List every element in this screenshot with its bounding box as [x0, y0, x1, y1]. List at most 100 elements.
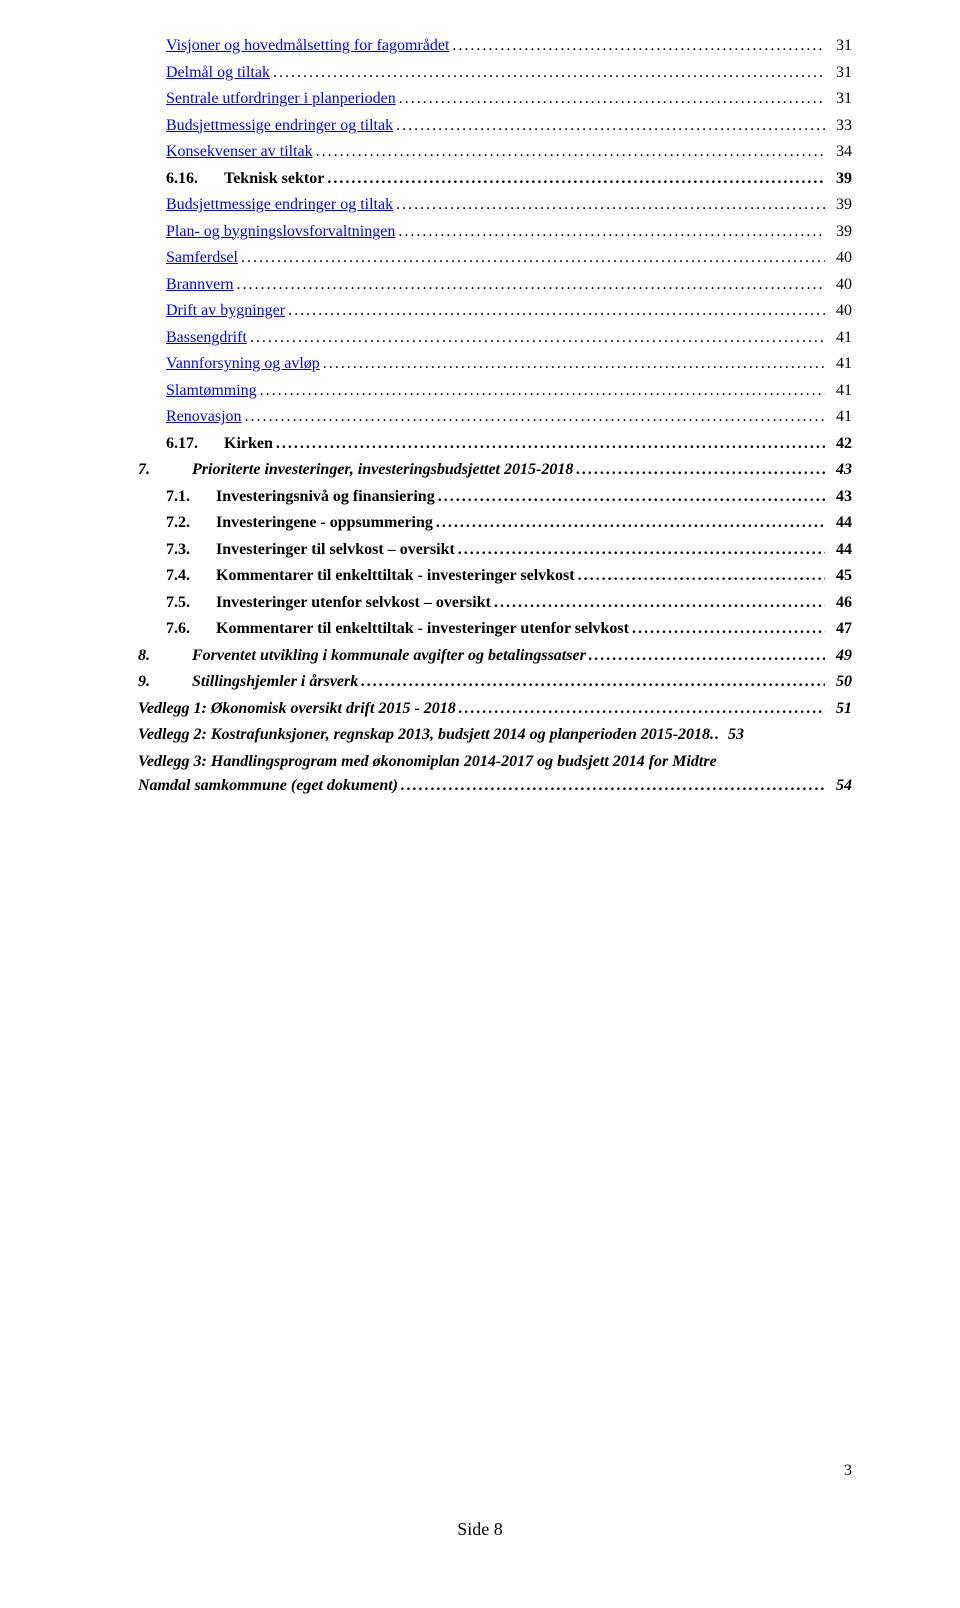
toc-leader: [589, 644, 825, 660]
toc-entry[interactable]: Plan- og bygningslovsforvaltningen 39: [138, 220, 852, 244]
toc-leader: [245, 405, 825, 421]
toc-entry[interactable]: Slamtømming 41: [138, 379, 852, 403]
toc-entry-text: 7.1.Investeringsnivå og finansiering: [166, 485, 435, 509]
toc-entry-text: Vedlegg 2: Kostrafunksjoner, regnskap 20…: [138, 723, 710, 747]
toc-entry-text: 7.4.Kommentarer til enkelttiltak - inves…: [166, 564, 575, 588]
toc-entry-text: 9.Stillingshjemler i årsverk: [138, 670, 358, 694]
toc-leader: [578, 564, 825, 580]
toc-page-number: 42: [828, 432, 852, 456]
toc-leader: [241, 246, 825, 262]
toc-entry[interactable]: Konsekvenser av tiltak 34: [138, 140, 852, 164]
toc-leader: [327, 167, 825, 183]
toc-entry-text: 8.Forventet utvikling i kommunale avgift…: [138, 644, 586, 668]
toc-entry: 7.5.Investeringer utenfor selvkost – ove…: [138, 591, 852, 615]
toc-entry: 8.Forventet utvikling i kommunale avgift…: [138, 644, 852, 668]
toc-entry[interactable]: Samferdsel40: [138, 246, 852, 270]
document-page: Visjoner og hovedmålsetting for fagområd…: [0, 0, 960, 1608]
toc-entry-text: 6.17.Kirken: [166, 432, 273, 456]
toc-page-number: 40: [828, 273, 852, 297]
toc-page-number: 50: [828, 670, 852, 694]
toc-entry-number: 6.16.: [166, 167, 198, 191]
toc-page-number: 34: [828, 140, 852, 164]
toc-page-number: 41: [828, 405, 852, 429]
toc-entry-text[interactable]: Slamtømming: [166, 379, 257, 403]
toc-entry: 7.6.Kommentarer til enkelttiltak - inves…: [138, 617, 852, 641]
toc-entry-number: 6.17.: [166, 432, 198, 456]
toc-page-number: 31: [828, 87, 852, 111]
toc-entry: 6.16.Teknisk sektor 39: [138, 167, 852, 191]
toc-entry-text[interactable]: Samferdsel: [166, 246, 238, 270]
toc-entry-text[interactable]: Budsjettmessige endringer og tiltak: [166, 114, 393, 138]
toc-entry-number: 7.3.: [166, 538, 190, 562]
toc-entry-text[interactable]: Delmål og tiltak: [166, 61, 270, 85]
table-of-contents: Visjoner og hovedmålsetting for fagområd…: [138, 34, 852, 798]
toc-leader: [401, 774, 825, 790]
toc-entry-text: Vedlegg 3: Handlingsprogram med økonomip…: [138, 750, 717, 774]
toc-entry: 9.Stillingshjemler i årsverk 50: [138, 670, 852, 694]
toc-entry[interactable]: Visjoner og hovedmålsetting for fagområd…: [138, 34, 852, 58]
toc-entry-number: 7.2.: [166, 511, 190, 535]
toc-page-number: 43: [828, 458, 852, 482]
toc-entry-text[interactable]: Brannvern: [166, 273, 234, 297]
toc-leader: [459, 697, 825, 713]
toc-entry[interactable]: Sentrale utfordringer i planperioden 31: [138, 87, 852, 111]
toc-leader: [632, 617, 825, 633]
toc-entry[interactable]: Bassengdrift41: [138, 326, 852, 350]
toc-entry[interactable]: Budsjettmessige endringer og tiltak 39: [138, 193, 852, 217]
toc-leader: [273, 61, 825, 77]
toc-leader: [237, 273, 825, 289]
toc-leader: [399, 87, 825, 103]
toc-leader: [323, 352, 825, 368]
toc-entry[interactable]: Drift av bygninger40: [138, 299, 852, 323]
toc-entry-text[interactable]: Budsjettmessige endringer og tiltak: [166, 193, 393, 217]
toc-page-number: 39: [828, 167, 852, 191]
toc-entry-text[interactable]: Bassengdrift: [166, 326, 247, 350]
toc-entry-number: 7.: [138, 458, 150, 482]
toc-entry[interactable]: Renovasjon 41: [138, 405, 852, 429]
toc-leader: [452, 34, 825, 50]
footer-side-label: Side 8: [0, 1519, 960, 1540]
toc-entry: Vedlegg 3: Handlingsprogram med økonomip…: [138, 750, 852, 798]
toc-page-number: 33: [828, 114, 852, 138]
toc-page-number: 39: [828, 193, 852, 217]
toc-leader: ..: [710, 723, 720, 747]
toc-entry: 7.4.Kommentarer til enkelttiltak - inves…: [138, 564, 852, 588]
toc-page-number: 47: [828, 617, 852, 641]
toc-entry-text[interactable]: Plan- og bygningslovsforvaltningen: [166, 220, 395, 244]
toc-entry-text: 7.3.Investeringer til selvkost – oversik…: [166, 538, 455, 562]
toc-page-number: 41: [828, 379, 852, 403]
toc-entry-text: 7.Prioriterte investeringer, investering…: [138, 458, 573, 482]
toc-entry: 7.Prioriterte investeringer, investering…: [138, 458, 852, 482]
toc-entry-text[interactable]: Sentrale utfordringer i planperioden: [166, 87, 396, 111]
page-number: 3: [844, 1462, 852, 1480]
toc-leader: [458, 538, 825, 554]
toc-entry-text[interactable]: Drift av bygninger: [166, 299, 285, 323]
toc-entry[interactable]: Budsjettmessige endringer og tiltak 33: [138, 114, 852, 138]
toc-entry-number: 9.: [138, 670, 150, 694]
toc-page-number: 51: [828, 697, 852, 721]
toc-leader: [438, 485, 825, 501]
toc-entry-text[interactable]: Konsekvenser av tiltak: [166, 140, 313, 164]
toc-leader: [436, 511, 825, 527]
toc-entry-text: 7.5.Investeringer utenfor selvkost – ove…: [166, 591, 491, 615]
toc-leader: [288, 299, 825, 315]
toc-entry[interactable]: Brannvern 40: [138, 273, 852, 297]
toc-page-number: 44: [828, 538, 852, 562]
toc-entry[interactable]: Vannforsyning og avløp 41: [138, 352, 852, 376]
toc-entry-text[interactable]: Visjoner og hovedmålsetting for fagområd…: [166, 34, 449, 58]
toc-leader: [494, 591, 825, 607]
toc-page-number: 41: [828, 352, 852, 376]
toc-page-number: 31: [828, 34, 852, 58]
toc-page-number: 53: [720, 723, 744, 747]
toc-leader: [398, 220, 825, 236]
toc-leader: [260, 379, 825, 395]
toc-entry-text[interactable]: Vannforsyning og avløp: [166, 352, 320, 376]
toc-entry-text: 6.16.Teknisk sektor: [166, 167, 324, 191]
toc-entry-text[interactable]: Renovasjon: [166, 405, 242, 429]
toc-page-number: 54: [828, 774, 852, 798]
toc-entry: 7.2.Investeringene - oppsummering44: [138, 511, 852, 535]
toc-page-number: 39: [828, 220, 852, 244]
toc-entry-text: Vedlegg 1: Økonomisk oversikt drift 2015…: [138, 697, 456, 721]
toc-entry: Vedlegg 1: Økonomisk oversikt drift 2015…: [138, 697, 852, 721]
toc-entry[interactable]: Delmål og tiltak31: [138, 61, 852, 85]
